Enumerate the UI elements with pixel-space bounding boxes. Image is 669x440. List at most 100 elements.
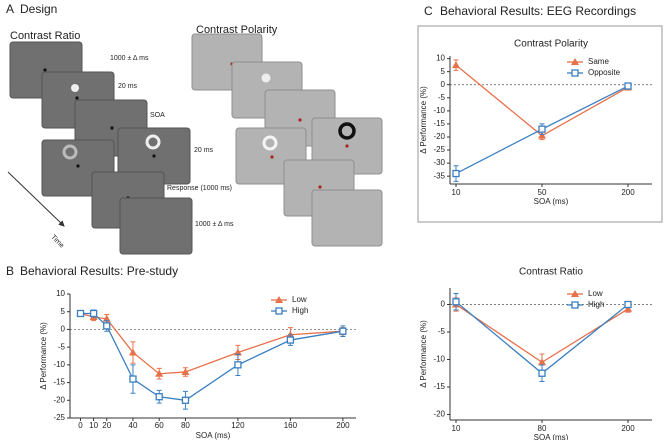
step-label: Response (1000 ms) xyxy=(167,185,232,192)
point xyxy=(538,369,546,377)
y-axis-label: Δ Performance (%) xyxy=(39,322,48,390)
y-tick-label: -15 xyxy=(433,382,445,391)
point xyxy=(538,131,546,139)
step-label: 1000 ± Δ ms xyxy=(195,221,234,228)
panel-letter: C xyxy=(424,4,433,18)
y-axis-label: Δ Performance (%) xyxy=(419,320,428,388)
legend-label: High xyxy=(588,300,604,309)
point xyxy=(233,348,242,356)
chart-title: Contrast Ratio xyxy=(519,267,583,278)
step-label: 20 ms xyxy=(194,147,214,154)
step-label: 20 ms xyxy=(118,83,138,90)
design-right xyxy=(191,33,383,247)
y-tick-label: -5 xyxy=(438,327,446,336)
legend-label: Opposite xyxy=(588,68,621,77)
legend-label: Same xyxy=(588,57,609,66)
point xyxy=(155,393,163,401)
time-label: Time xyxy=(49,234,65,250)
point xyxy=(129,375,137,383)
legend-marker xyxy=(571,290,579,297)
legend-marker xyxy=(571,69,579,77)
point xyxy=(103,322,111,330)
design-left xyxy=(9,41,193,255)
y-tick-label: 5 xyxy=(61,307,66,316)
legend-marker xyxy=(275,296,283,303)
point xyxy=(452,298,460,306)
point xyxy=(624,304,632,312)
x-tick-label: 50 xyxy=(538,188,547,197)
panel-title: Behavioral Results: EEG Recordings xyxy=(440,4,636,18)
point xyxy=(624,300,632,309)
chart-title: Contrast Polarity xyxy=(514,39,588,50)
y-tick-label: 10 xyxy=(56,289,65,298)
step-label: 1000 ± Δ ms xyxy=(110,55,149,62)
x-tick-label: 60 xyxy=(155,421,164,430)
y-tick-label: 0 xyxy=(441,300,446,309)
x-tick-label: 200 xyxy=(621,188,635,197)
panel-letter: A xyxy=(6,2,14,16)
series-line xyxy=(80,312,343,401)
y-tick-label: -25 xyxy=(53,413,65,422)
point xyxy=(452,169,460,178)
legend-label: High xyxy=(292,306,308,315)
point xyxy=(128,348,137,356)
y-tick-label: -20 xyxy=(53,395,65,404)
y-tick-label: -15 xyxy=(433,119,445,128)
x-tick-label: 120 xyxy=(231,421,245,430)
legend-marker xyxy=(571,58,579,65)
point xyxy=(624,82,632,90)
y-tick-label: -20 xyxy=(433,132,445,141)
y-tick-label: 5 xyxy=(441,67,446,76)
x-tick-label: 160 xyxy=(284,421,298,430)
y-tick-label: -25 xyxy=(433,145,445,154)
legend-marker xyxy=(275,307,283,315)
legend-label: Low xyxy=(588,289,603,298)
x-tick-label: 0 xyxy=(78,421,83,430)
point xyxy=(286,336,295,344)
y-tick-label: -10 xyxy=(433,106,445,115)
x-tick-label: 10 xyxy=(89,421,98,430)
y-tick-label: -35 xyxy=(433,171,445,180)
point xyxy=(234,361,242,369)
panel-letter: B xyxy=(6,264,14,278)
x-tick-label: 80 xyxy=(181,421,190,430)
x-tick-label: 10 xyxy=(452,188,461,197)
point xyxy=(538,125,546,133)
panel-box xyxy=(417,25,663,223)
x-axis-label: SOA (ms) xyxy=(196,431,231,440)
x-axis-label: SOA (ms) xyxy=(534,197,569,206)
design-title: Contrast Polarity xyxy=(196,24,278,36)
y-tick-label: -10 xyxy=(433,355,445,364)
point xyxy=(181,396,190,404)
panel-title: Design xyxy=(20,2,57,16)
x-axis-label: SOA (ms) xyxy=(534,433,569,440)
y-axis-label: Δ Performance (%) xyxy=(419,86,428,154)
point xyxy=(339,327,347,335)
y-tick-label: 0 xyxy=(441,80,446,89)
point xyxy=(76,309,85,318)
y-tick-label: -15 xyxy=(53,378,65,387)
series-line xyxy=(80,312,343,375)
x-tick-label: 10 xyxy=(452,424,461,433)
point xyxy=(181,367,190,375)
panel-title: Behavioral Results: Pre-study xyxy=(20,264,178,278)
design-title: Contrast Ratio xyxy=(10,30,80,42)
x-tick-label: 20 xyxy=(102,421,111,430)
y-tick-label: 10 xyxy=(436,54,445,63)
point xyxy=(89,309,98,318)
y-tick-label: -5 xyxy=(438,93,446,102)
legend-marker xyxy=(571,301,579,309)
y-tick-label: -30 xyxy=(433,158,445,167)
point xyxy=(538,358,546,366)
y-tick-label: 0 xyxy=(61,325,66,334)
y-tick-label: -10 xyxy=(53,360,65,369)
step-label: SOA xyxy=(150,112,165,119)
point xyxy=(452,61,460,69)
x-tick-label: 40 xyxy=(129,421,138,430)
x-tick-label: 200 xyxy=(621,424,635,433)
x-tick-label: 200 xyxy=(336,421,350,430)
point xyxy=(155,369,164,377)
point xyxy=(102,314,111,322)
x-tick-label: 80 xyxy=(538,424,547,433)
